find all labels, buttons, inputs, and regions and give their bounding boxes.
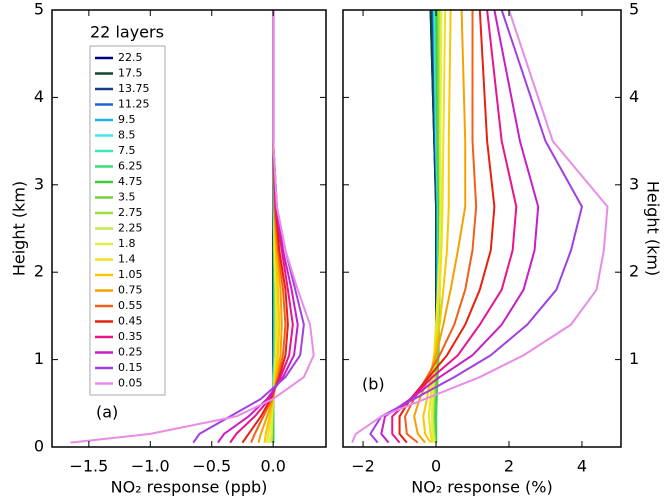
x-tick-label: −1.0 [131,457,170,476]
x-tick-label: −1.5 [69,457,108,476]
legend-label: 0.35 [118,330,143,343]
y-tick-label: 3 [34,174,44,193]
y-tick-label: 4 [629,87,639,106]
y-axis-label: Height (km) [10,181,29,276]
legend-label: 2.75 [118,206,143,219]
series-line [413,9,467,444]
legend-label: 0.55 [118,299,143,312]
legend-label: 4.75 [118,175,143,188]
legend-label: 6.25 [118,160,143,173]
series-line [369,9,583,444]
legend-label: 2.25 [118,222,143,235]
legend-label: 1.05 [118,268,143,281]
x-tick-label: −2 [351,457,375,476]
x-tick-label: 0 [431,457,441,476]
series-line [70,10,315,444]
legend-label: 0.45 [118,315,143,328]
series-line [250,10,287,444]
series-line [391,9,518,444]
plot-frame [342,9,622,448]
plot-frame [51,9,327,448]
y-tick-label: 2 [34,262,44,281]
series-line [427,9,447,443]
legend-title: 22 layers [90,23,164,42]
y-tick-label: 4 [34,87,44,106]
y-axis-label: Height (km) [644,181,663,276]
legend-label: 0.05 [118,377,143,390]
legend-label: 1.8 [118,237,136,250]
legend-label: 0.75 [118,284,143,297]
legend-label: 1.4 [118,253,136,266]
legend-label: 13.75 [118,82,150,95]
series-line [229,10,294,444]
series-line [422,9,452,444]
series-line [404,10,478,444]
y-tick-label: 2 [629,262,639,281]
y-tick-label: 0 [34,437,44,456]
legend-label: 0.15 [118,361,143,374]
series-line [192,10,305,444]
legend-label: 11.25 [118,98,150,111]
y-tick-label: 5 [629,0,639,19]
legend-label: 9.5 [118,113,136,126]
legend-label: 8.5 [118,129,136,142]
x-tick-label: 4 [577,457,587,476]
panel-label: (b) [362,375,385,394]
legend-label: 0.25 [118,346,143,359]
x-tick-label: 0.0 [260,457,285,476]
x-axis-label: NO₂ response (ppb) [111,478,268,497]
y-tick-label: 1 [629,349,639,368]
x-tick-label: 2 [504,457,514,476]
series-line [398,9,496,444]
y-tick-label: 1 [34,349,44,368]
legend-label: 3.5 [118,191,136,204]
panel-label: (a) [96,403,118,422]
y-tick-label: 3 [629,174,639,193]
x-axis-label: NO₂ response (%) [411,478,553,497]
legend-label: 17.5 [118,67,143,80]
legend-label: 7.5 [118,144,136,157]
series-line [351,9,609,444]
x-tick-label: −0.5 [192,457,231,476]
legend-label: 22.5 [118,51,143,64]
series-line [380,9,540,444]
y-tick-label: 5 [34,0,44,19]
